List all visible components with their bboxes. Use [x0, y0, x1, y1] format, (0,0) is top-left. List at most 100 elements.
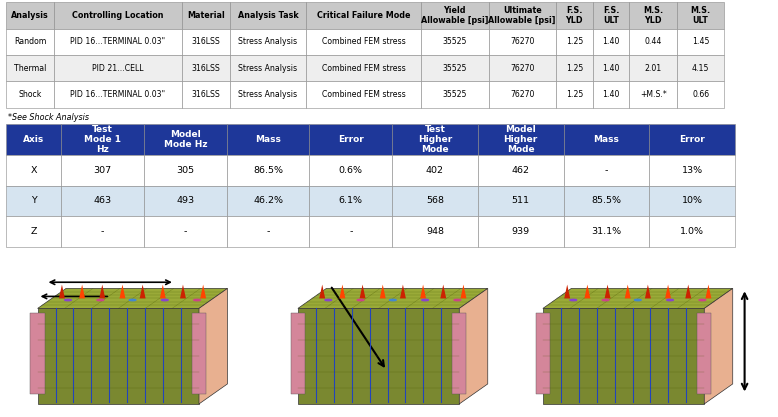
- Bar: [192, 313, 206, 394]
- Text: 1.40: 1.40: [602, 90, 620, 99]
- Bar: [230, 55, 307, 81]
- Bar: [226, 216, 310, 247]
- Text: -: -: [349, 227, 352, 236]
- Circle shape: [602, 299, 609, 301]
- Text: X: X: [30, 166, 37, 175]
- Text: -: -: [605, 166, 608, 175]
- Polygon shape: [645, 284, 651, 299]
- Text: 316LSS: 316LSS: [191, 64, 220, 73]
- Text: PID 16...TERMINAL 0.03": PID 16...TERMINAL 0.03": [71, 37, 166, 46]
- Circle shape: [699, 299, 706, 301]
- Polygon shape: [400, 284, 406, 299]
- Text: +M.S.*: +M.S.*: [640, 90, 667, 99]
- Polygon shape: [100, 284, 105, 299]
- Circle shape: [422, 299, 429, 301]
- Circle shape: [390, 299, 396, 301]
- Polygon shape: [685, 284, 691, 299]
- Circle shape: [194, 299, 201, 301]
- Bar: [697, 313, 711, 394]
- Bar: [563, 155, 650, 186]
- Text: 1.45: 1.45: [692, 37, 710, 46]
- Bar: [421, 55, 489, 81]
- Bar: [182, 2, 230, 28]
- Circle shape: [570, 299, 576, 301]
- Bar: [226, 155, 310, 186]
- Text: 462: 462: [512, 166, 530, 175]
- Text: 35525: 35525: [443, 64, 467, 73]
- Text: Thermal: Thermal: [14, 64, 46, 73]
- Polygon shape: [380, 284, 386, 299]
- Text: PID 16...TERMINAL 0.03": PID 16...TERMINAL 0.03": [71, 90, 166, 99]
- Bar: [478, 186, 563, 216]
- Text: -: -: [266, 227, 270, 236]
- Text: 76270: 76270: [510, 90, 534, 99]
- Polygon shape: [37, 289, 227, 309]
- Text: -: -: [101, 227, 104, 236]
- Text: 307: 307: [93, 166, 112, 175]
- Polygon shape: [564, 284, 570, 299]
- Text: 305: 305: [177, 166, 194, 175]
- Bar: [489, 28, 556, 55]
- Bar: [6, 186, 61, 216]
- Text: Controlling Location: Controlling Location: [72, 11, 163, 20]
- Bar: [556, 28, 593, 55]
- Text: 10%: 10%: [682, 196, 703, 206]
- Text: Error: Error: [338, 135, 363, 144]
- Bar: [593, 55, 629, 81]
- Bar: [650, 155, 735, 186]
- Bar: [556, 55, 593, 81]
- Text: Y: Y: [31, 196, 37, 206]
- Bar: [421, 28, 489, 55]
- Text: 939: 939: [512, 227, 530, 236]
- Polygon shape: [79, 284, 85, 299]
- Bar: [556, 81, 593, 108]
- Text: 6.1%: 6.1%: [338, 196, 363, 206]
- Bar: [54, 2, 182, 28]
- Text: 2.01: 2.01: [644, 64, 662, 73]
- Text: 316LSS: 316LSS: [191, 90, 220, 99]
- Bar: [650, 124, 735, 155]
- Bar: [556, 2, 593, 28]
- Text: Z: Z: [30, 227, 37, 236]
- Text: Random: Random: [14, 37, 46, 46]
- Circle shape: [635, 299, 641, 301]
- Polygon shape: [180, 284, 186, 299]
- Bar: [6, 2, 54, 28]
- Bar: [37, 309, 199, 404]
- Polygon shape: [319, 284, 325, 299]
- Text: 85.5%: 85.5%: [591, 196, 622, 206]
- Text: Test
Mode 1
Hz: Test Mode 1 Hz: [84, 125, 121, 154]
- Polygon shape: [461, 284, 466, 299]
- Circle shape: [325, 299, 331, 301]
- Bar: [307, 2, 421, 28]
- Polygon shape: [625, 284, 631, 299]
- Text: 0.66: 0.66: [692, 90, 709, 99]
- Text: Model
Higher
Mode: Model Higher Mode: [503, 125, 538, 154]
- Bar: [310, 124, 392, 155]
- Text: M.S.
ULT: M.S. ULT: [691, 5, 710, 25]
- Text: 1.0%: 1.0%: [680, 227, 704, 236]
- Text: Axis: Axis: [23, 135, 44, 144]
- Bar: [629, 55, 677, 81]
- Bar: [6, 216, 61, 247]
- Text: F.S.
YLD: F.S. YLD: [566, 5, 583, 25]
- Text: 316LSS: 316LSS: [191, 37, 220, 46]
- Bar: [421, 81, 489, 108]
- Polygon shape: [140, 284, 145, 299]
- Bar: [392, 186, 478, 216]
- Polygon shape: [605, 284, 611, 299]
- Bar: [307, 55, 421, 81]
- Bar: [61, 155, 144, 186]
- Bar: [144, 124, 226, 155]
- Text: 35525: 35525: [443, 37, 467, 46]
- Bar: [593, 81, 629, 108]
- Bar: [629, 28, 677, 55]
- Bar: [629, 2, 677, 28]
- Polygon shape: [199, 289, 227, 404]
- Bar: [478, 216, 563, 247]
- Text: F.S.
ULT: F.S. ULT: [603, 5, 619, 25]
- Text: 46.2%: 46.2%: [253, 196, 283, 206]
- Bar: [489, 81, 556, 108]
- Bar: [307, 28, 421, 55]
- Polygon shape: [298, 289, 488, 309]
